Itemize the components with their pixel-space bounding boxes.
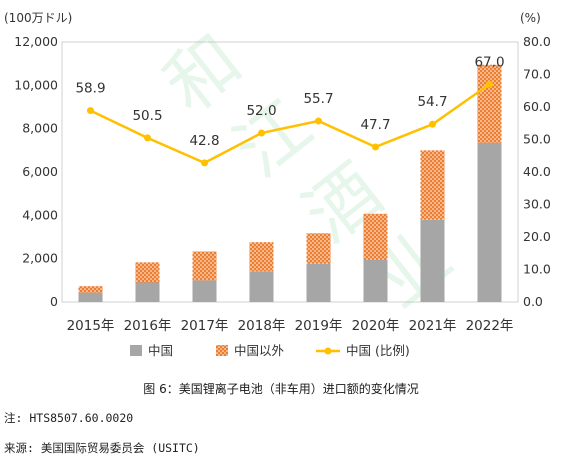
- y-left-tick-label: 4,000: [22, 207, 58, 222]
- ratio-data-label: 54.7: [417, 94, 447, 110]
- ratio-line: [89, 83, 491, 165]
- ratio-point: [372, 143, 379, 151]
- bar-outside-china: [192, 251, 217, 281]
- y-right-tick-label: 20.0: [523, 229, 551, 244]
- bar-china: [135, 282, 160, 302]
- y-left-unit: (100万ドル): [4, 11, 72, 25]
- source-note: 来源: 美国国际贸易委员会 (USITC): [4, 441, 200, 455]
- ratio-data-label: 42.8: [189, 133, 219, 149]
- bar-outside-china: [306, 233, 331, 264]
- ratio-point: [429, 120, 436, 128]
- x-tick-label: 2017年: [181, 318, 229, 334]
- bar-china: [306, 263, 331, 302]
- ratio-data-label: 55.7: [303, 91, 333, 107]
- ratio-point: [201, 159, 208, 167]
- y-left-tick-label: 0: [50, 294, 58, 309]
- bar-outside-china: [249, 242, 274, 272]
- y-left-tick-label: 12,000: [14, 34, 58, 49]
- bar-china: [249, 271, 274, 302]
- plot-area: [61, 41, 519, 303]
- ratio-data-label: 47.7: [360, 117, 390, 133]
- bar-china: [363, 259, 388, 302]
- bar-china: [420, 219, 445, 302]
- bar-outside-china: [78, 286, 103, 293]
- y-right-tick-label: 10.0: [523, 262, 551, 277]
- legend-label-ratio: 中国 (比例): [346, 343, 410, 358]
- y-right-tick-label: 40.0: [523, 164, 551, 179]
- x-tick-label: 2016年: [124, 318, 172, 334]
- y-left-tick-label: 8,000: [22, 121, 58, 136]
- bar-outside-china: [363, 213, 388, 260]
- x-tick-label: 2020年: [352, 318, 400, 334]
- chart-caption: 图 6：美国锂离子电池（非车用）进口额的变化情况: [143, 382, 419, 396]
- y-left-tick-label: 2,000: [22, 251, 58, 266]
- bar-china: [192, 280, 217, 302]
- legend-marker-ratio: [324, 347, 332, 355]
- y-left-tick-label: 10,000: [14, 77, 58, 92]
- ratio-point: [87, 107, 94, 115]
- y-left-tick-label: 6,000: [22, 164, 58, 179]
- y-right-unit: (%): [520, 11, 541, 25]
- legend: 中国 中国以外 中国 (比例): [130, 343, 410, 358]
- x-tick-label: 2021年: [409, 318, 457, 334]
- legend-swatch-outside-china: [216, 345, 228, 356]
- y-right-tick-label: 60.0: [523, 99, 551, 114]
- bar-china: [78, 292, 103, 302]
- bar-outside-china: [420, 150, 445, 220]
- ratio-data-label: 67.0: [474, 54, 504, 70]
- ratio-point: [144, 134, 151, 142]
- x-tick-label: 2019年: [295, 318, 343, 334]
- ratio-data-label: 58.9: [75, 81, 105, 97]
- x-tick-label: 2018年: [238, 318, 286, 334]
- legend-swatch-china: [130, 345, 142, 356]
- y-right-tick-label: 70.0: [523, 67, 551, 82]
- x-tick-label: 2015年: [67, 318, 115, 334]
- y-right-tick-label: 0.0: [523, 294, 543, 309]
- bar-outside-china: [135, 262, 160, 283]
- note: 注: HTS8507.60.0020: [4, 411, 134, 425]
- legend-label-outside-china: 中国以外: [234, 343, 285, 358]
- y-right-tick-label: 50.0: [523, 132, 551, 147]
- ratio-point: [315, 117, 322, 125]
- ratio-data-label: 50.5: [132, 108, 162, 124]
- ratio-data-label: 52.0: [246, 103, 276, 119]
- legend-label-china: 中国: [148, 343, 173, 358]
- bar-china: [477, 142, 502, 302]
- x-tick-label: 2022年: [466, 318, 514, 334]
- ratio-point: [486, 80, 493, 88]
- y-right-tick-label: 80.0: [523, 34, 551, 49]
- ratio-point: [258, 129, 265, 137]
- bar-outside-china: [477, 64, 502, 143]
- y-right-tick-label: 30.0: [523, 197, 551, 212]
